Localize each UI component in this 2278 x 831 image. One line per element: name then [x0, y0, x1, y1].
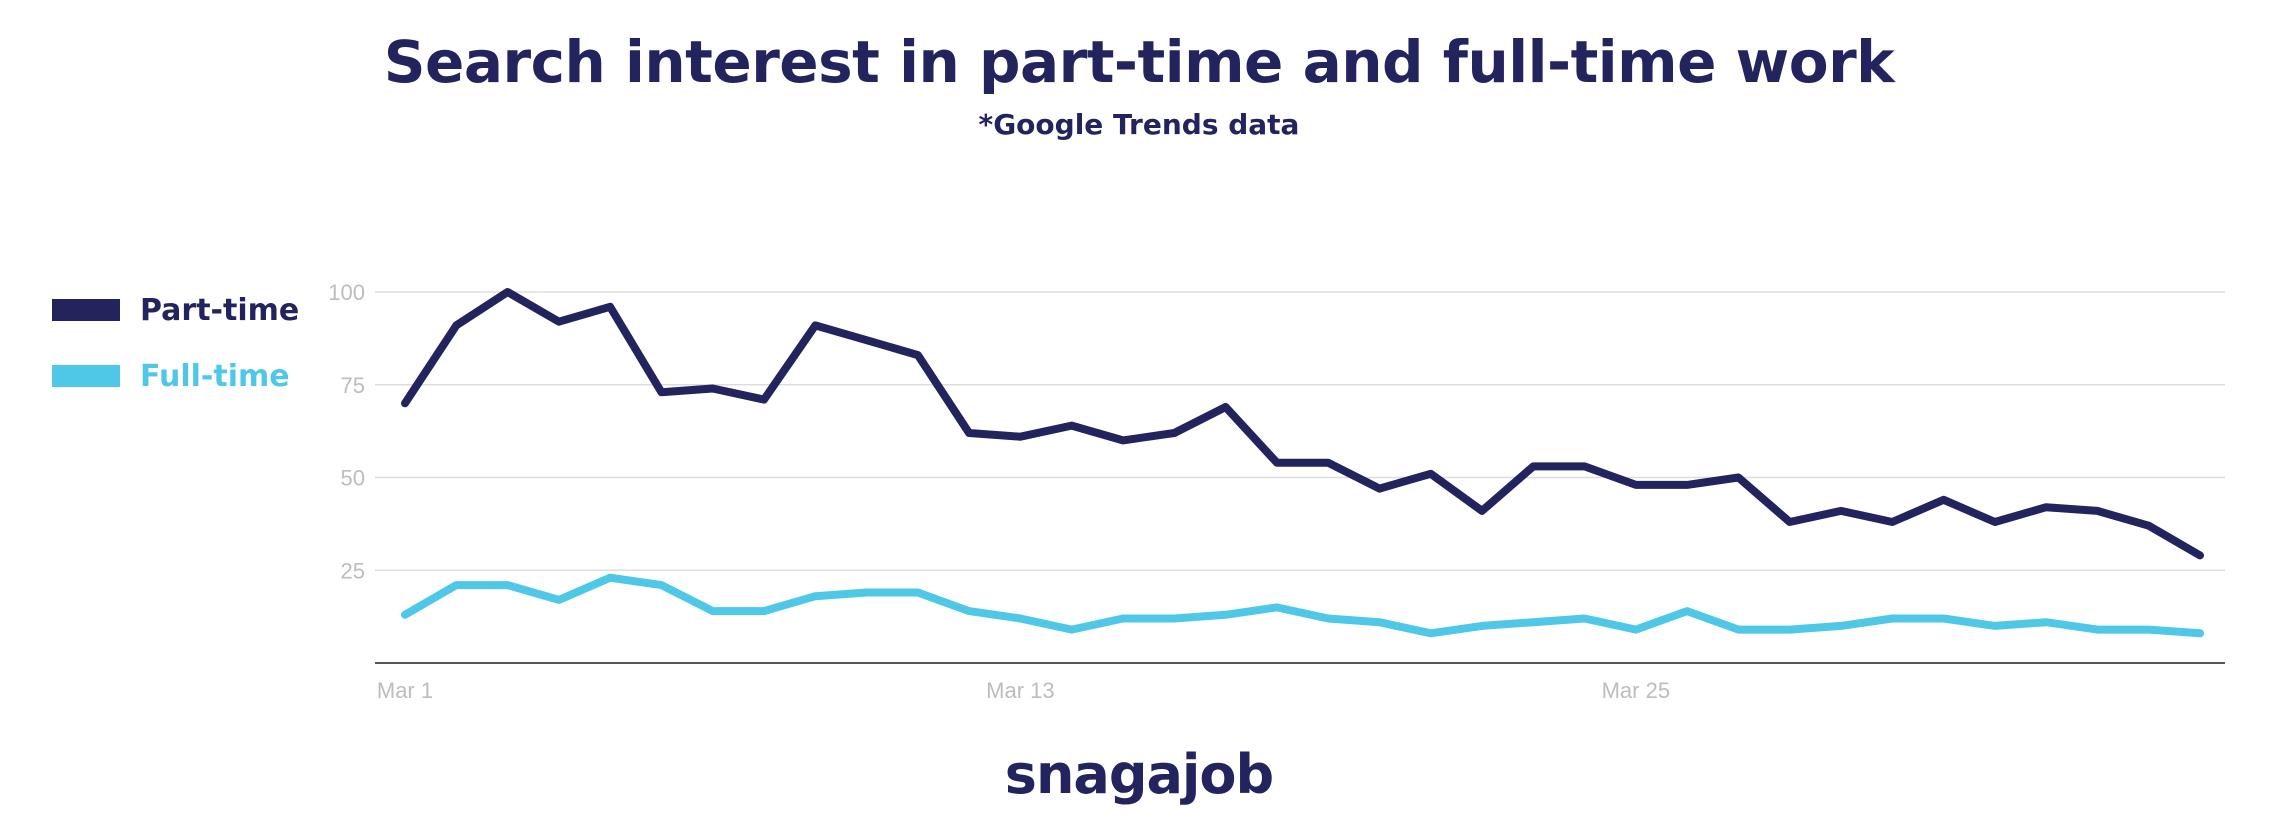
chart-title: Search interest in part-time and full-ti…	[383, 28, 1895, 96]
legend: Part-time Full-time	[52, 288, 299, 420]
legend-item-part-time: Part-time	[52, 288, 299, 332]
x-tick-label-1: Mar 13	[986, 678, 1054, 703]
legend-swatch-full-time	[52, 365, 120, 387]
legend-item-full-time: Full-time	[52, 354, 299, 398]
y-tick-label-25: 25	[341, 558, 365, 583]
legend-label-full-time: Full-time	[140, 358, 290, 394]
y-tick-label-100: 100	[328, 280, 365, 305]
legend-swatch-part-time	[52, 299, 120, 321]
series-line-full-time	[401, 573, 2204, 638]
y-tick-label-50: 50	[341, 466, 365, 491]
series-line-part-time	[401, 288, 2204, 560]
y-tick-label-75: 75	[341, 373, 365, 398]
legend-label-part-time: Part-time	[140, 292, 300, 328]
chart-subtitle: *Google Trends data	[978, 108, 1300, 141]
snagajob-logo: snagajob	[1004, 743, 1274, 806]
x-tick-label-0: Mar 1	[377, 678, 433, 703]
x-tick-label-2: Mar 25	[1602, 678, 1670, 703]
